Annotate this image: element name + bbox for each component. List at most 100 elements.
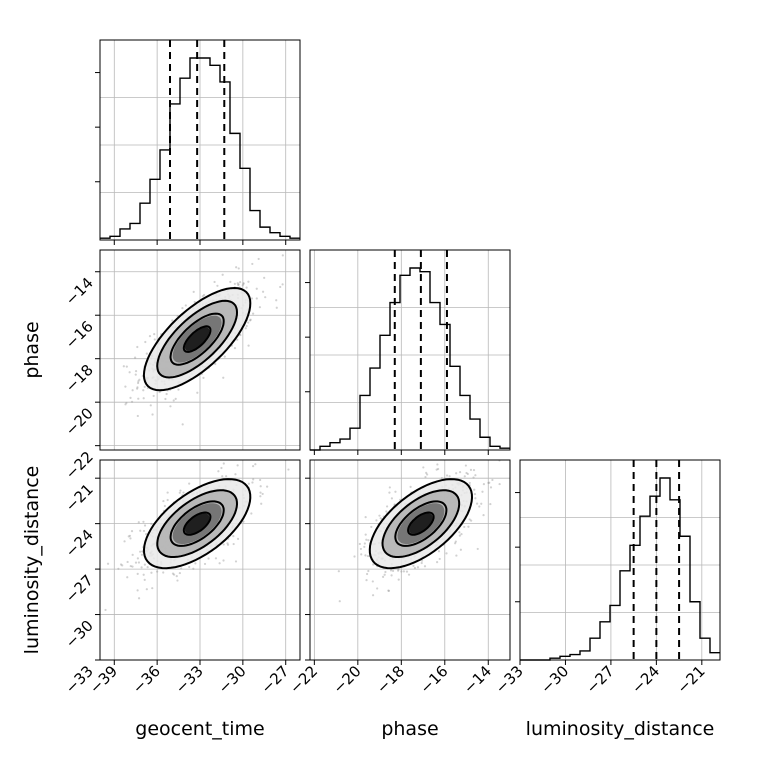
- scatter-point: [470, 519, 473, 522]
- scatter-point: [136, 345, 139, 349]
- scatter-point: [124, 385, 127, 388]
- scatter-point: [136, 589, 139, 592]
- scatter-point: [142, 520, 145, 523]
- scatter-point: [222, 462, 225, 465]
- histogram-bin: [190, 58, 200, 240]
- scatter-point: [229, 280, 232, 283]
- scatter-point: [358, 542, 361, 546]
- x-tick-label: −20: [330, 662, 365, 697]
- scatter-point: [144, 340, 147, 344]
- histogram-bin: [380, 335, 390, 450]
- scatter-point: [138, 378, 141, 381]
- y-tick-label: −20: [62, 404, 97, 439]
- panel-frame: [309, 249, 511, 451]
- histogram-bin: [150, 179, 160, 240]
- scatter-point: [150, 522, 153, 525]
- histogram-bin: [580, 651, 590, 660]
- scatter-point: [158, 390, 161, 394]
- scatter-point: [252, 478, 255, 481]
- scatter-point: [203, 293, 206, 297]
- scatter-point: [137, 521, 140, 524]
- scatter-point: [259, 495, 262, 498]
- scatter-point: [461, 453, 463, 455]
- scatter-point: [412, 564, 415, 567]
- scatter-point: [468, 481, 471, 485]
- scatter-point: [258, 306, 262, 309]
- scatter-point: [127, 535, 130, 538]
- scatter-point: [255, 287, 258, 290]
- y-tick-label: −21: [62, 480, 97, 515]
- scatter-point: [163, 504, 166, 508]
- contour-line: [156, 489, 239, 558]
- scatter-point: [117, 567, 120, 570]
- scatter-point: [243, 433, 245, 435]
- scatter-point: [388, 486, 391, 489]
- contour-line: [142, 286, 252, 392]
- scatter-point: [337, 570, 340, 573]
- scatter-point: [365, 538, 368, 541]
- histogram-bin: [410, 268, 420, 450]
- scatter-point: [275, 299, 278, 302]
- x-axis-label-phase: phase: [381, 718, 438, 740]
- scatter-point: [142, 529, 146, 533]
- scatter-point: [214, 557, 218, 560]
- scatter-point: [367, 539, 370, 542]
- x-tick-label: −16: [416, 662, 451, 697]
- scatter-point: [203, 562, 207, 566]
- scatter-point: [153, 333, 156, 336]
- scatter-point: [236, 282, 239, 285]
- histogram-bin: [350, 428, 360, 450]
- scatter-point: [145, 533, 148, 536]
- scatter-point: [370, 525, 373, 529]
- scatter-point: [136, 414, 139, 418]
- scatter-point: [251, 262, 254, 266]
- contour-line: [407, 511, 435, 536]
- histogram-bin: [610, 605, 620, 660]
- scatter-point: [169, 405, 172, 408]
- scatter-point: [422, 466, 425, 469]
- y-tick-label: −16: [62, 317, 97, 352]
- x-axis-label-luminosity_distance: luminosity_distance: [526, 718, 715, 740]
- scatter-point: [474, 474, 477, 477]
- scatter-point: [196, 391, 199, 394]
- scatter-point: [426, 473, 429, 476]
- scatter-point: [184, 304, 187, 307]
- scatter-point: [371, 594, 375, 597]
- scatter-point: [371, 580, 374, 583]
- scatter-point: [134, 370, 138, 373]
- scatter-point: [363, 545, 366, 548]
- scatter-point: [137, 381, 140, 385]
- scatter-point: [397, 568, 400, 571]
- scatter-point: [259, 478, 262, 482]
- histogram-bin: [130, 223, 140, 240]
- scatter-point: [148, 335, 152, 338]
- histogram-bin: [630, 545, 640, 660]
- scatter-point: [251, 481, 254, 484]
- scatter-point: [489, 502, 492, 506]
- histogram-step-line: [100, 57, 300, 239]
- scatter-point: [193, 300, 196, 304]
- scatter-point: [225, 475, 228, 478]
- scatter-point: [134, 373, 137, 376]
- histogram-bin: [450, 366, 460, 450]
- scatter-point: [179, 489, 182, 492]
- histogram-bin: [660, 478, 670, 660]
- scatter-point: [487, 481, 490, 484]
- y-tick-label: −14: [62, 274, 97, 309]
- scatter-point: [136, 387, 139, 390]
- scatter-point: [488, 481, 491, 484]
- scatter-point: [143, 385, 146, 388]
- scatter-point: [131, 565, 134, 568]
- histogram-bin: [140, 203, 150, 240]
- scatter-point: [454, 540, 457, 543]
- scatter-point: [136, 386, 139, 389]
- scatter-point: [226, 542, 229, 545]
- scatter-point: [218, 562, 221, 565]
- scatter-point: [137, 597, 141, 600]
- scatter-point: [353, 555, 356, 558]
- panel-content: [310, 453, 510, 660]
- scatter-point: [440, 477, 443, 480]
- scatter-point: [249, 318, 252, 321]
- scatter-point: [172, 573, 176, 576]
- scatter-point: [130, 530, 134, 533]
